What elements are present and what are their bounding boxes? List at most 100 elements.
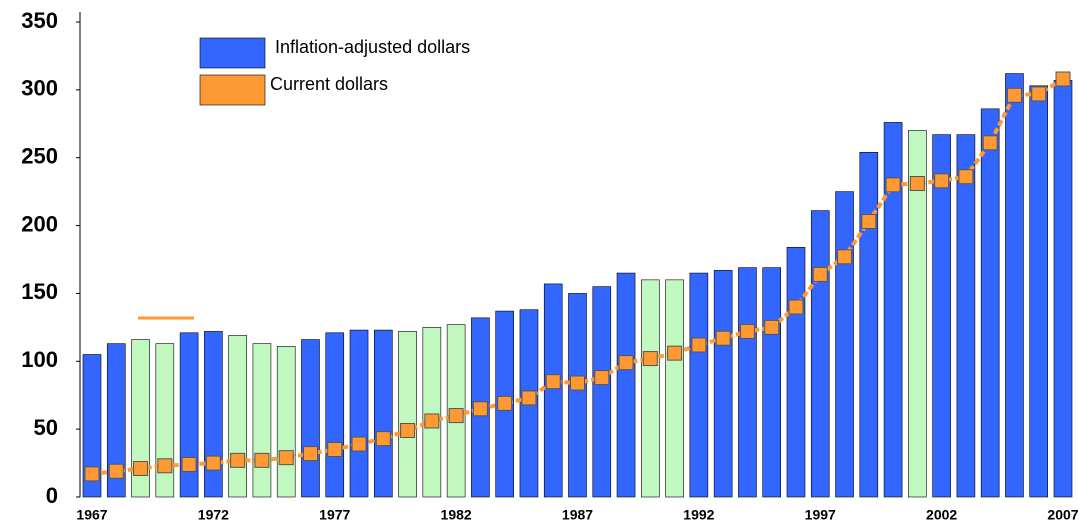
line-marker xyxy=(691,337,707,353)
line-marker xyxy=(254,452,270,468)
legend-swatch xyxy=(199,74,266,106)
bar xyxy=(738,267,757,498)
x-tick-label: 2007 xyxy=(1047,507,1078,523)
line-marker xyxy=(885,177,901,193)
y-tick-label: 350 xyxy=(21,8,58,33)
bar xyxy=(616,272,636,498)
line-marker xyxy=(108,463,124,479)
bar xyxy=(349,329,369,498)
line-marker xyxy=(1055,71,1071,87)
bar xyxy=(956,134,976,498)
bar xyxy=(398,331,417,498)
x-tick-label: 1997 xyxy=(805,507,836,523)
line-marker xyxy=(84,466,100,482)
line-marker xyxy=(327,442,343,457)
legend-label: Inflation-adjusted dollars xyxy=(275,37,470,57)
bar xyxy=(713,270,733,498)
line-marker xyxy=(958,169,974,185)
line-marker xyxy=(570,375,585,391)
line-marker xyxy=(1031,86,1047,102)
bar xyxy=(131,339,150,498)
legend-label: Current dollars xyxy=(270,74,388,94)
x-tick-label: 1967 xyxy=(76,507,107,523)
line-marker xyxy=(715,330,731,346)
bar xyxy=(276,346,296,498)
y-tick-label: 50 xyxy=(34,415,58,440)
bar xyxy=(252,343,272,498)
line-marker xyxy=(400,423,416,438)
line-marker xyxy=(375,431,391,447)
y-tick-label: 250 xyxy=(21,144,58,169)
bar xyxy=(592,286,612,498)
line-marker xyxy=(934,173,950,189)
line-marker xyxy=(1006,87,1022,103)
bar xyxy=(325,332,345,498)
line-marker xyxy=(424,413,440,429)
line-marker xyxy=(642,351,658,367)
y-tick-label: 300 xyxy=(21,76,58,101)
line-marker xyxy=(351,436,367,452)
line-marker xyxy=(448,408,464,424)
bar xyxy=(689,272,709,498)
line-marker xyxy=(764,319,780,335)
line-marker xyxy=(497,395,513,411)
x-tick-label: 1982 xyxy=(441,507,472,523)
bar xyxy=(373,329,393,498)
line-marker xyxy=(667,345,683,361)
bar xyxy=(1029,85,1049,498)
line-marker xyxy=(278,450,294,466)
bar xyxy=(665,279,684,498)
bar xyxy=(1005,73,1024,498)
line-marker xyxy=(594,370,610,386)
bar xyxy=(179,332,199,498)
line-marker xyxy=(157,458,173,474)
bar xyxy=(422,327,442,498)
line-marker xyxy=(521,390,537,406)
bar xyxy=(932,134,951,498)
x-tick-label: 2002 xyxy=(926,507,957,523)
bar xyxy=(204,331,223,498)
line-marker xyxy=(618,355,634,371)
line-marker xyxy=(861,214,877,229)
y-tick-label: 200 xyxy=(21,211,58,236)
x-tick-label: 1972 xyxy=(198,507,229,523)
bar xyxy=(641,279,660,498)
bar xyxy=(568,293,587,498)
bar xyxy=(228,335,247,498)
x-tick-label: 1977 xyxy=(319,507,350,523)
bar xyxy=(301,339,320,498)
bar xyxy=(106,343,126,498)
y-tick-label: 100 xyxy=(21,347,58,372)
line-marker xyxy=(133,461,149,476)
line-marker xyxy=(909,176,925,191)
bar xyxy=(1053,80,1073,498)
line-marker xyxy=(472,401,488,417)
line-marker xyxy=(230,452,246,468)
bar xyxy=(883,122,903,498)
x-tick-label: 1992 xyxy=(683,507,714,523)
line-marker xyxy=(205,455,221,471)
line-marker xyxy=(739,323,755,339)
line-marker xyxy=(837,249,853,265)
bar xyxy=(786,246,806,498)
line-marker xyxy=(812,266,828,282)
bar xyxy=(810,210,830,498)
bar xyxy=(762,267,782,498)
line-marker xyxy=(788,299,804,315)
bar xyxy=(908,130,927,498)
bar xyxy=(155,343,175,498)
line-marker xyxy=(302,446,318,462)
bar xyxy=(980,108,1000,498)
line-marker xyxy=(545,374,561,390)
y-tick-label: 150 xyxy=(21,279,58,304)
bar xyxy=(859,151,879,498)
bar xyxy=(835,191,854,498)
y-tick-label: 0 xyxy=(46,483,58,508)
bar xyxy=(543,283,563,498)
line-marker xyxy=(982,135,998,151)
bar xyxy=(82,354,102,498)
line-marker xyxy=(181,456,197,472)
legend-swatch xyxy=(199,37,266,69)
x-tick-label: 1987 xyxy=(562,507,593,523)
